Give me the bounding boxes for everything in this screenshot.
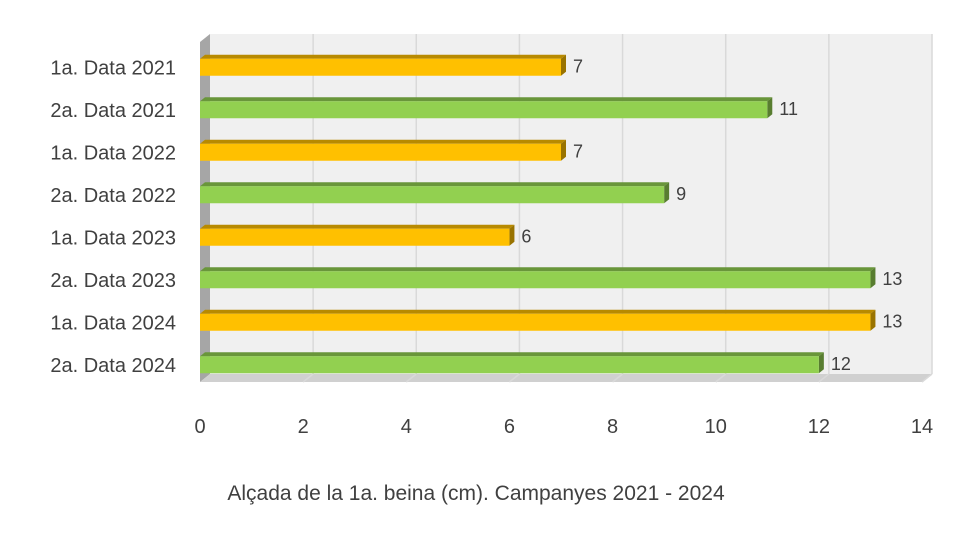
category-label: 1a. Data 2023 (50, 227, 176, 249)
category-label: 1a. Data 2022 (50, 142, 176, 164)
side-wall (200, 34, 210, 382)
bar (200, 267, 876, 289)
bar-end-face (509, 224, 515, 246)
category-label: 2a. Data 2024 (50, 355, 176, 377)
x-tick-label: 14 (911, 416, 933, 438)
data-label: 9 (676, 184, 686, 204)
x-tick-label: 6 (504, 416, 515, 438)
bars (200, 54, 876, 374)
data-labels: 7 11 7 9 6 13 13 12 (521, 56, 902, 374)
x-tick-label: 0 (194, 416, 205, 438)
bar (200, 54, 566, 76)
data-label: 11 (779, 99, 798, 119)
x-tick-label: 10 (705, 416, 727, 438)
bar-top-face (200, 352, 824, 357)
floor (200, 374, 932, 382)
gridline-floor (302, 373, 314, 383)
bar-end-face (664, 182, 670, 204)
category-label: 1a. Data 2021 (50, 57, 176, 79)
x-axis-tick-labels: 0 2 4 6 8 10 12 14 (194, 416, 933, 438)
bar (200, 139, 566, 161)
bar (200, 352, 824, 374)
data-label: 6 (521, 226, 531, 246)
gridline-floor (405, 373, 417, 383)
bar-end-face (561, 54, 566, 76)
bar-end-face (561, 139, 566, 161)
data-label: 12 (831, 354, 851, 374)
bar-top-face (200, 182, 670, 187)
bar-end-face (870, 309, 876, 331)
bar-top-face (200, 309, 876, 314)
data-label: 13 (882, 269, 902, 289)
category-label: 2a. Data 2022 (50, 185, 176, 207)
category-labels: 1a. Data 2021 2a. Data 2021 1a. Data 2022 2… (50, 57, 176, 377)
bar-end-face (818, 352, 824, 374)
bar-top-face (200, 224, 515, 229)
category-label: 2a. Data 2021 (50, 100, 176, 122)
bar-front-face (200, 101, 768, 119)
gridline-floor (715, 373, 727, 383)
gridline-floor (818, 373, 830, 383)
gridline-floor (508, 373, 520, 383)
gridline-floor (612, 373, 624, 383)
data-label: 7 (573, 141, 583, 161)
bar-end-face (870, 267, 876, 289)
chart-title: Alçada de la 1a. beina (cm). Campanyes 2… (227, 482, 725, 505)
bar (200, 182, 670, 204)
bar-front-face (200, 228, 510, 246)
bar (200, 309, 876, 331)
bar-front-face (200, 271, 871, 289)
x-tick-label: 12 (808, 416, 830, 438)
data-label: 13 (882, 311, 902, 331)
bar-front-face (200, 356, 819, 374)
bar-front-face (200, 58, 561, 76)
data-label: 7 (573, 56, 583, 76)
bar-end-face (767, 97, 773, 119)
bar-top-face (200, 97, 773, 102)
x-tick-label: 4 (401, 416, 412, 438)
bar-top-face (200, 267, 876, 272)
category-label: 2a. Data 2023 (50, 270, 176, 292)
bar-front-face (200, 143, 561, 161)
bar-front-face (200, 313, 871, 331)
bar-top-face (200, 54, 566, 59)
bar (200, 97, 773, 119)
bar-front-face (200, 186, 665, 204)
x-tick-label: 8 (607, 416, 618, 438)
x-tick-label: 2 (298, 416, 309, 438)
gridline-floor (921, 373, 933, 383)
bar (200, 224, 515, 246)
bar-top-face (200, 139, 566, 144)
category-label: 1a. Data 2024 (50, 312, 176, 334)
